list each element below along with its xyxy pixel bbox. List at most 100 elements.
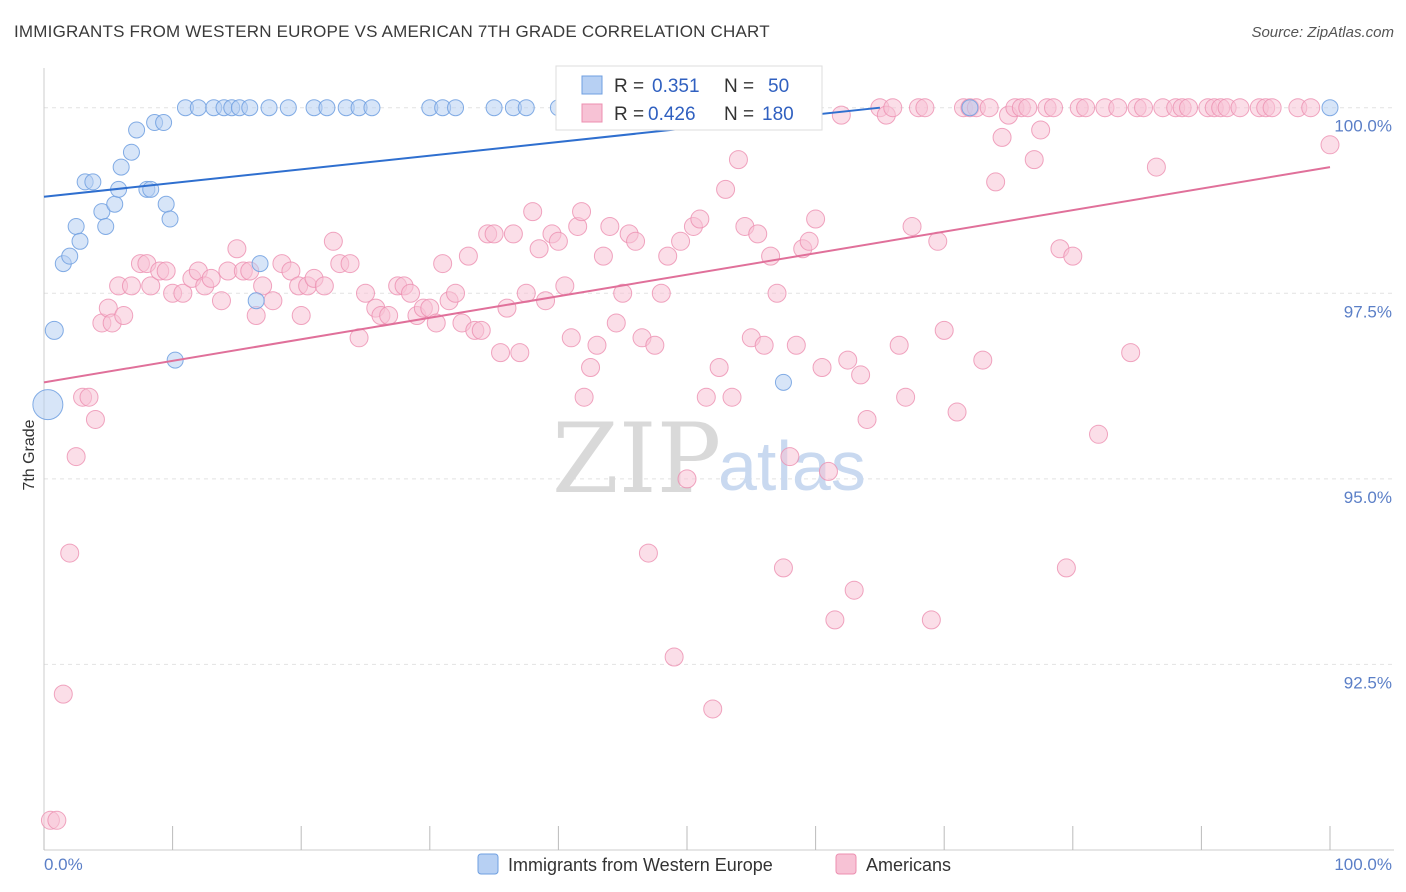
western-europe-point-28 <box>241 99 259 117</box>
americans-point-7 <box>85 409 105 429</box>
americans-point-25 <box>211 291 231 311</box>
americans-point-154 <box>1076 98 1096 118</box>
americans-point-118 <box>831 105 851 125</box>
source-label: Source: ZipAtlas.com <box>1251 24 1394 41</box>
americans-point-44 <box>356 283 375 303</box>
americans-point-108 <box>767 283 787 303</box>
americans-point-89 <box>645 335 665 355</box>
americans-point-59 <box>458 246 478 266</box>
americans-point-63 <box>484 224 504 244</box>
series-swatch-pink <box>835 853 857 875</box>
americans-point-73 <box>548 231 568 251</box>
americans-point-121 <box>851 365 871 385</box>
americans-point-34 <box>281 261 301 281</box>
series-label-americans: Americans <box>866 855 951 875</box>
americans-point-81 <box>593 246 613 266</box>
western-europe-point-16 <box>142 180 160 198</box>
western-europe-point-9 <box>97 217 115 235</box>
western-europe-point-30 <box>251 255 269 273</box>
americans-point-146 <box>1024 150 1044 170</box>
americans-point-55 <box>433 254 453 274</box>
western-europe-point-1 <box>44 320 64 340</box>
americans-point-30 <box>246 306 266 326</box>
americans-point-127 <box>896 387 916 407</box>
americans-point-77 <box>572 202 592 222</box>
americans-point-157 <box>1108 98 1128 118</box>
americans-point-84 <box>613 283 633 303</box>
western-europe-point-13 <box>122 143 140 161</box>
western-europe-point-10 <box>106 195 124 213</box>
western-europe-point-0 <box>32 389 64 421</box>
americans-point-94 <box>677 469 697 489</box>
americans-point-2 <box>53 684 73 704</box>
americans-point-100 <box>716 179 736 199</box>
americans-point-24 <box>201 268 221 288</box>
legend-r-label-1: R = <box>614 76 644 97</box>
americans-point-54 <box>426 313 446 333</box>
americans-point-110 <box>780 447 800 467</box>
western-europe-point-23 <box>189 99 207 117</box>
americans-point-128 <box>902 216 922 236</box>
americans-point-106 <box>754 335 774 355</box>
western-europe-point-12 <box>112 158 130 176</box>
americans-point-126 <box>889 335 909 355</box>
americans-point-132 <box>928 231 948 251</box>
americans-point-90 <box>651 283 671 303</box>
americans-point-147 <box>1031 120 1051 140</box>
western-europe-point-18 <box>155 114 173 132</box>
americans-point-101 <box>722 387 742 407</box>
x-tick-label-1: 100.0% <box>1334 855 1392 874</box>
watermark-zip: ZIP <box>552 403 721 515</box>
americans-point-13 <box>121 276 141 296</box>
americans-point-65 <box>497 298 517 318</box>
americans-point-61 <box>471 320 491 340</box>
americans-point-64 <box>491 343 511 363</box>
americans-point-141 <box>992 127 1012 147</box>
americans-point-109 <box>773 558 793 578</box>
americans-point-97 <box>696 387 716 407</box>
americans-point-161 <box>1146 157 1166 177</box>
legend-swatch-pink <box>581 103 603 123</box>
tick-labels: 92.5% 95.0% 97.5% 100.0% 0.0% 100.0% <box>44 117 1392 874</box>
americans-point-71 <box>536 291 556 311</box>
western-europe-point-7 <box>84 173 102 191</box>
americans-point-99 <box>709 358 729 377</box>
legend-r-value-2: 0.426 <box>648 104 696 125</box>
americans-point-36 <box>291 306 311 326</box>
americans-point-86 <box>626 231 646 251</box>
americans-point-66 <box>503 224 523 244</box>
americans-point-139 <box>979 98 999 118</box>
americans-points <box>40 98 1340 830</box>
americans-point-4 <box>66 447 86 467</box>
western-europe-point-29 <box>247 292 265 310</box>
americans-point-80 <box>587 335 607 355</box>
americans-point-50 <box>401 283 421 303</box>
y-tick-label-0: 92.5% <box>1344 673 1392 692</box>
americans-point-98 <box>703 699 723 719</box>
americans-point-70 <box>529 239 549 259</box>
americans-point-151 <box>1056 558 1076 578</box>
americans-point-114 <box>806 209 826 229</box>
americans-point-40 <box>323 231 343 251</box>
americans-point-105 <box>748 224 768 244</box>
americans-point-27 <box>227 239 247 259</box>
legend-n-label-1: N = <box>724 76 754 97</box>
americans-point-82 <box>600 216 620 236</box>
western-europe-point-5 <box>71 232 89 250</box>
western-europe-point-4 <box>67 217 85 235</box>
americans-point-92 <box>664 647 684 667</box>
americans-point-155 <box>1089 424 1109 444</box>
americans-point-6 <box>79 387 99 407</box>
legend-swatch-blue <box>581 75 603 95</box>
americans-point-134 <box>947 402 967 422</box>
americans-point-39 <box>314 276 334 296</box>
watermark-atlas: atlas <box>718 427 866 505</box>
americans-point-78 <box>574 387 594 407</box>
legend-r-value-1: 0.351 <box>652 76 700 97</box>
americans-point-96 <box>690 209 710 229</box>
americans-point-138 <box>973 350 993 370</box>
americans-point-67 <box>510 343 530 363</box>
americans-point-175 <box>1301 98 1321 118</box>
series-swatch-blue <box>477 853 499 875</box>
americans-point-75 <box>561 328 581 348</box>
